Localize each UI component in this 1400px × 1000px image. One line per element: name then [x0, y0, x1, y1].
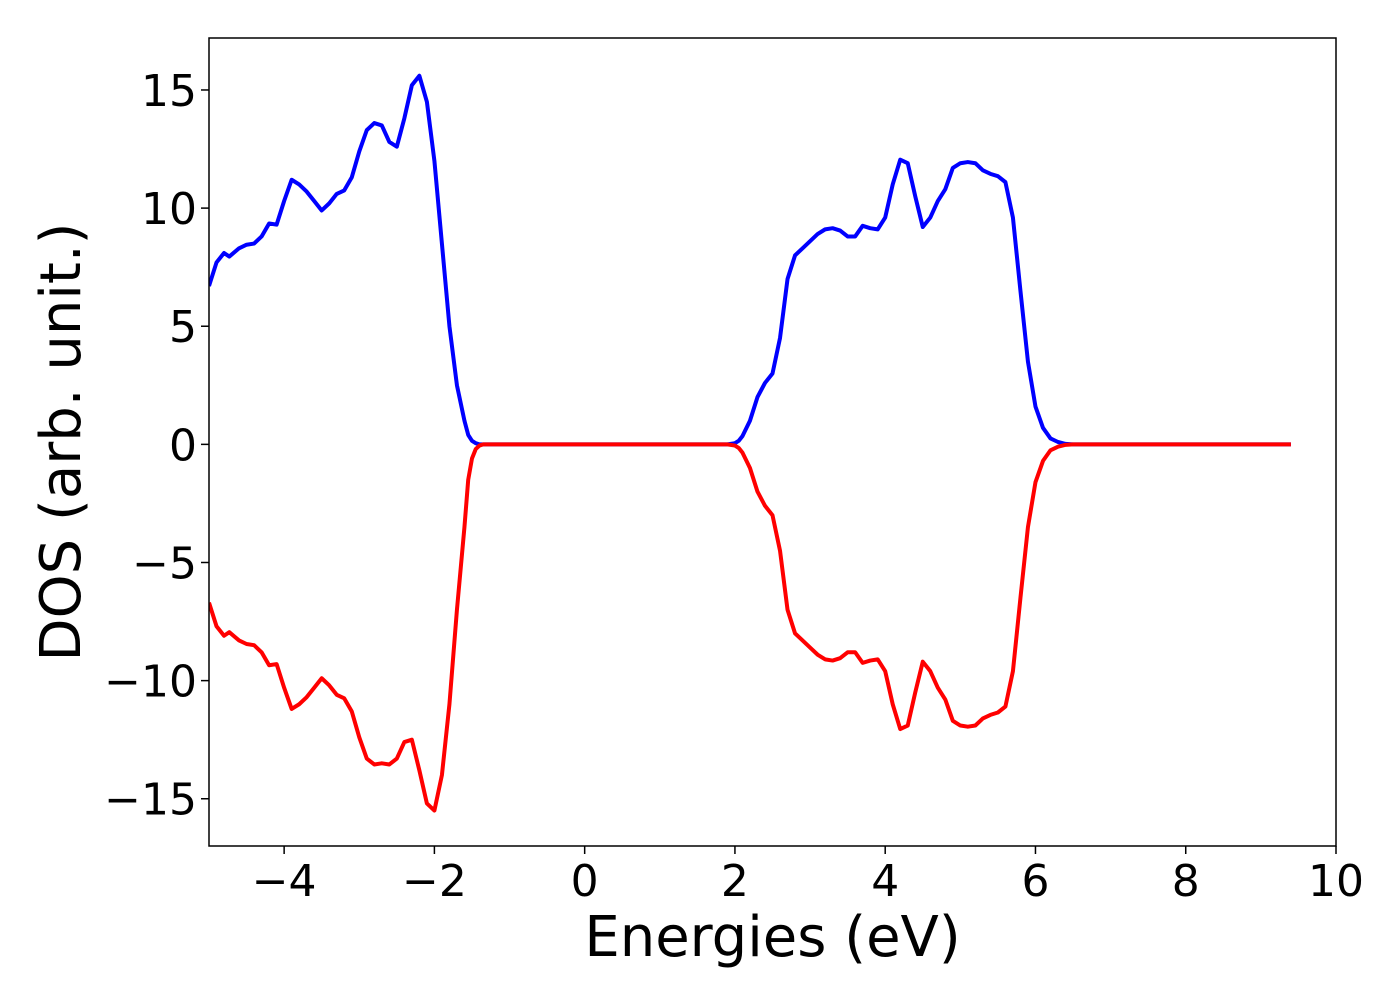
- y-tick-label: 0: [169, 420, 197, 471]
- series-line-down: [209, 442, 1291, 813]
- y-tick-label: −10: [104, 657, 197, 708]
- series-layer: [209, 73, 1291, 813]
- x-tick-label: 10: [1308, 856, 1364, 907]
- y-tick-label: 10: [141, 184, 197, 235]
- x-axis-ticks: −4 −2 0 2 4 6 8 10: [252, 846, 1364, 907]
- x-tick-label: 8: [1172, 856, 1200, 907]
- x-axis-label: Energies (eV): [584, 905, 960, 970]
- x-tick-label: 4: [871, 856, 899, 907]
- x-tick-label: −4: [252, 856, 317, 907]
- series-line-up: [209, 73, 1291, 447]
- x-tick-label: 6: [1021, 856, 1049, 907]
- x-tick-label: 2: [721, 856, 749, 907]
- y-tick-label: −5: [132, 538, 197, 589]
- y-axis-label: DOS (arb. unit.): [29, 222, 94, 661]
- y-axis-ticks: −15 −10 −5 0 5 10 15: [104, 66, 209, 826]
- x-tick-label: 0: [571, 856, 599, 907]
- x-tick-label: −2: [402, 856, 467, 907]
- plot-frame: [208, 37, 1337, 847]
- y-tick-label: 5: [169, 302, 197, 353]
- y-tick-label: −15: [104, 775, 197, 826]
- y-tick-label: 15: [141, 66, 197, 117]
